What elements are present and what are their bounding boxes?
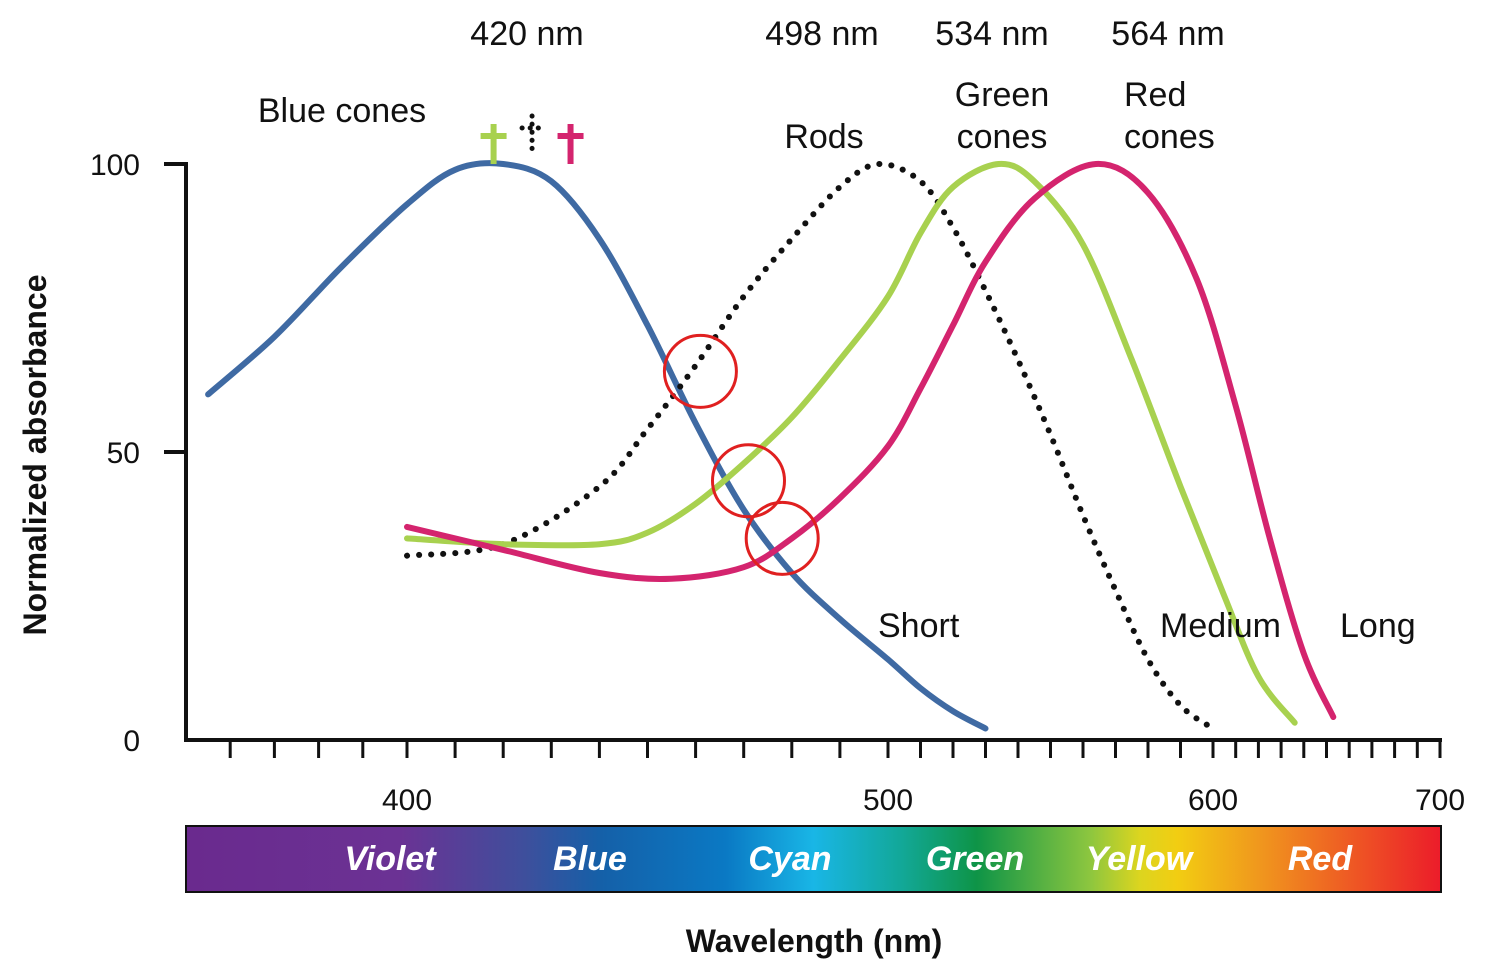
band-label-blue: Blue [553, 840, 627, 878]
label-green-cones-line2: cones [957, 118, 1048, 156]
band-label-red: Red [1288, 840, 1353, 878]
band-label-violet: Violet [344, 840, 437, 878]
label-medium: Medium [1160, 607, 1281, 645]
x-tick-label-700: 700 [1415, 784, 1465, 817]
peak-label-420: 420 nm [470, 15, 583, 53]
peak-label-498: 498 nm [765, 15, 878, 53]
peak-marker-red [557, 124, 584, 164]
band-label-yellow: Yellow [1086, 840, 1195, 878]
x-tick-label-400: 400 [382, 784, 432, 817]
spectrum-band [185, 825, 1442, 893]
label-red-cones-line1: Red [1124, 76, 1186, 114]
y-tick-label-100: 100 [90, 149, 140, 182]
crossover-highlight-2 [711, 443, 786, 519]
label-blue-cones: Blue cones [258, 92, 426, 130]
y-tick-label-50: 50 [107, 437, 140, 470]
y-axis-title: Normalized absorbance [17, 275, 53, 636]
label-green-cones-line1: Green [955, 76, 1050, 114]
x-tick-label-500: 500 [863, 784, 913, 817]
x-tick-label-600: 600 [1188, 784, 1238, 817]
label-rods: Rods [784, 118, 863, 156]
series-line-rods [404, 160, 1216, 732]
series-line-green-cones [404, 160, 1298, 726]
x-axis-title: Wavelength (nm) [686, 923, 943, 959]
label-red-cones-line2: cones [1124, 118, 1215, 156]
x-axis-ticks [228, 740, 1442, 758]
peak-marker-green [480, 124, 507, 164]
crossover-highlight-3 [744, 500, 820, 576]
label-short: Short [878, 607, 960, 645]
band-label-green: Green [926, 840, 1024, 878]
band-label-cyan: Cyan [748, 840, 831, 878]
peak-label-534: 534 nm [935, 15, 1048, 53]
y-tick-label-0: 0 [123, 725, 140, 758]
label-long: Long [1340, 607, 1416, 645]
peak-label-564: 564 nm [1111, 15, 1224, 53]
series-line-red-cones [404, 160, 1337, 720]
series-line-blue-cones [205, 160, 989, 732]
peak-marker-rods [519, 113, 547, 159]
crossover-highlight-1 [662, 333, 738, 409]
